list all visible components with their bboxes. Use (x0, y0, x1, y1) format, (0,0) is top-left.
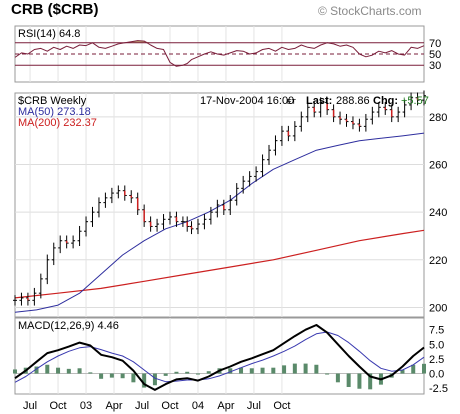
price-tick-label: 280 (429, 112, 447, 124)
price-frame (14, 92, 425, 318)
macd-histogram-bar (185, 371, 190, 374)
macd-tick-label: 5.0 (429, 339, 444, 351)
macd-histogram-bar (335, 373, 340, 383)
macd-histogram-bar (163, 373, 168, 376)
macd-histogram-bar (282, 365, 287, 374)
macd-histogram-bar (206, 371, 211, 374)
macd-histogram-bar (357, 373, 362, 389)
rsi-line (14, 40, 425, 67)
macd-histogram-bar (422, 363, 426, 374)
macd-histogram-bar (228, 368, 233, 374)
macd-histogram-bar (314, 364, 319, 374)
macd-histogram-bar (131, 373, 136, 383)
x-tick-label: Apr (105, 400, 122, 412)
x-tick-label: Apr (217, 400, 234, 412)
macd-histogram-bar (195, 373, 200, 375)
price-series-label: $CRB Weekly (18, 95, 87, 107)
price-chg-label: Chg: (373, 95, 398, 107)
macd-tick-label: 0.0 (429, 369, 444, 381)
macd-histogram-bar (325, 373, 330, 375)
macd-histogram-bar (66, 368, 71, 374)
copyright-label: © StockCharts.com (318, 4, 422, 18)
macd-histogram-bar (271, 367, 276, 374)
macd-histogram-bar (45, 364, 50, 374)
ma200-line (14, 229, 425, 299)
macd-histogram-bar (142, 373, 147, 388)
x-tick-label: Oct (49, 400, 66, 412)
macd-histogram-bar (249, 368, 254, 374)
x-tick-label: Jul (247, 400, 261, 412)
price-chg-value: +5.57 (401, 95, 429, 107)
rsi-tick-label: 30 (429, 60, 441, 72)
ma50-line (14, 132, 425, 313)
price-last-value: 288.86 (336, 95, 370, 107)
x-tick-label: Jul (135, 400, 149, 412)
price-tick-label: 240 (429, 207, 447, 219)
x-tick-label: 03 (80, 400, 92, 412)
macd-histogram-bar (368, 373, 373, 390)
macd-histogram-bar (292, 363, 297, 374)
macd-frame (14, 317, 425, 395)
macd-histogram-bar (13, 369, 17, 374)
macd-histogram-bar (174, 371, 179, 374)
rsi-label: RSI(14) 64.8 (18, 28, 80, 40)
macd-histogram-bar (34, 366, 39, 374)
macd-histogram-bar (411, 364, 416, 374)
macd-histogram-bar (400, 370, 405, 374)
rsi-tick-label: 70 (429, 38, 441, 50)
copyright-text: © StockCharts.com (318, 4, 422, 18)
macd-histogram-bar (56, 367, 61, 374)
macd-histogram-bar (99, 373, 104, 379)
price-tick-label: 260 (429, 159, 447, 171)
macd-tick-label: 2.5 (429, 354, 444, 366)
price-date-suffix: ET (287, 99, 297, 106)
macd-histogram-bar (120, 373, 125, 379)
macd-histogram-bar (88, 372, 93, 374)
x-tick-label: 04 (192, 400, 204, 412)
price-last-label: Last: (306, 95, 332, 107)
macd-tick-label: -2.5 (429, 383, 448, 395)
price-tick-label: 200 (429, 302, 447, 314)
macd-histogram-bar (303, 363, 308, 374)
rsi-tick-label: 50 (429, 49, 441, 61)
macd-histogram-bar (260, 367, 265, 374)
macd-panel: 7.5 5.0 2.5 0.0 -2.5 MACD(12,26,9) 4.46 (13, 317, 448, 395)
macd-histogram-bar (152, 373, 157, 386)
price-date-label: 17-Nov-2004 16:00 (200, 95, 294, 107)
x-tick-label: Oct (161, 400, 178, 412)
macd-signal-line (14, 331, 425, 383)
price-tick-label: 220 (429, 255, 447, 267)
macd-label: MACD(12,26,9) 4.46 (18, 320, 119, 332)
x-axis: Jul Oct 03 Apr Jul Oct 04 Apr Jul Oct (23, 400, 290, 412)
macd-line (14, 324, 425, 391)
ma200-legend: MA(200) 232.37 (18, 117, 97, 129)
macd-histogram-bar (77, 368, 82, 374)
macd-tick-label: 7.5 (429, 325, 444, 337)
x-tick-label: Oct (273, 400, 290, 412)
x-tick-label: Jul (23, 400, 37, 412)
ma50-legend: MA(50) 273.18 (18, 106, 91, 118)
macd-histogram-bar (239, 367, 244, 374)
chart-title: CRB ($CRB) (11, 1, 99, 18)
macd-histogram-bar (109, 373, 114, 378)
macd-histogram-bar (346, 373, 351, 387)
